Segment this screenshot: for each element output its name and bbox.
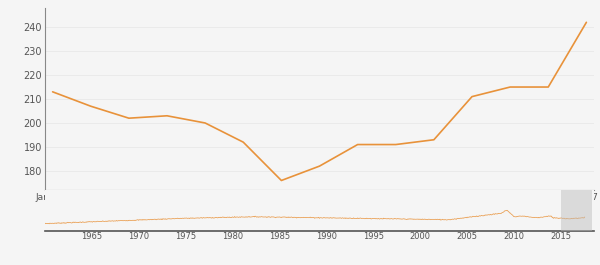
- Bar: [561, 185, 592, 232]
